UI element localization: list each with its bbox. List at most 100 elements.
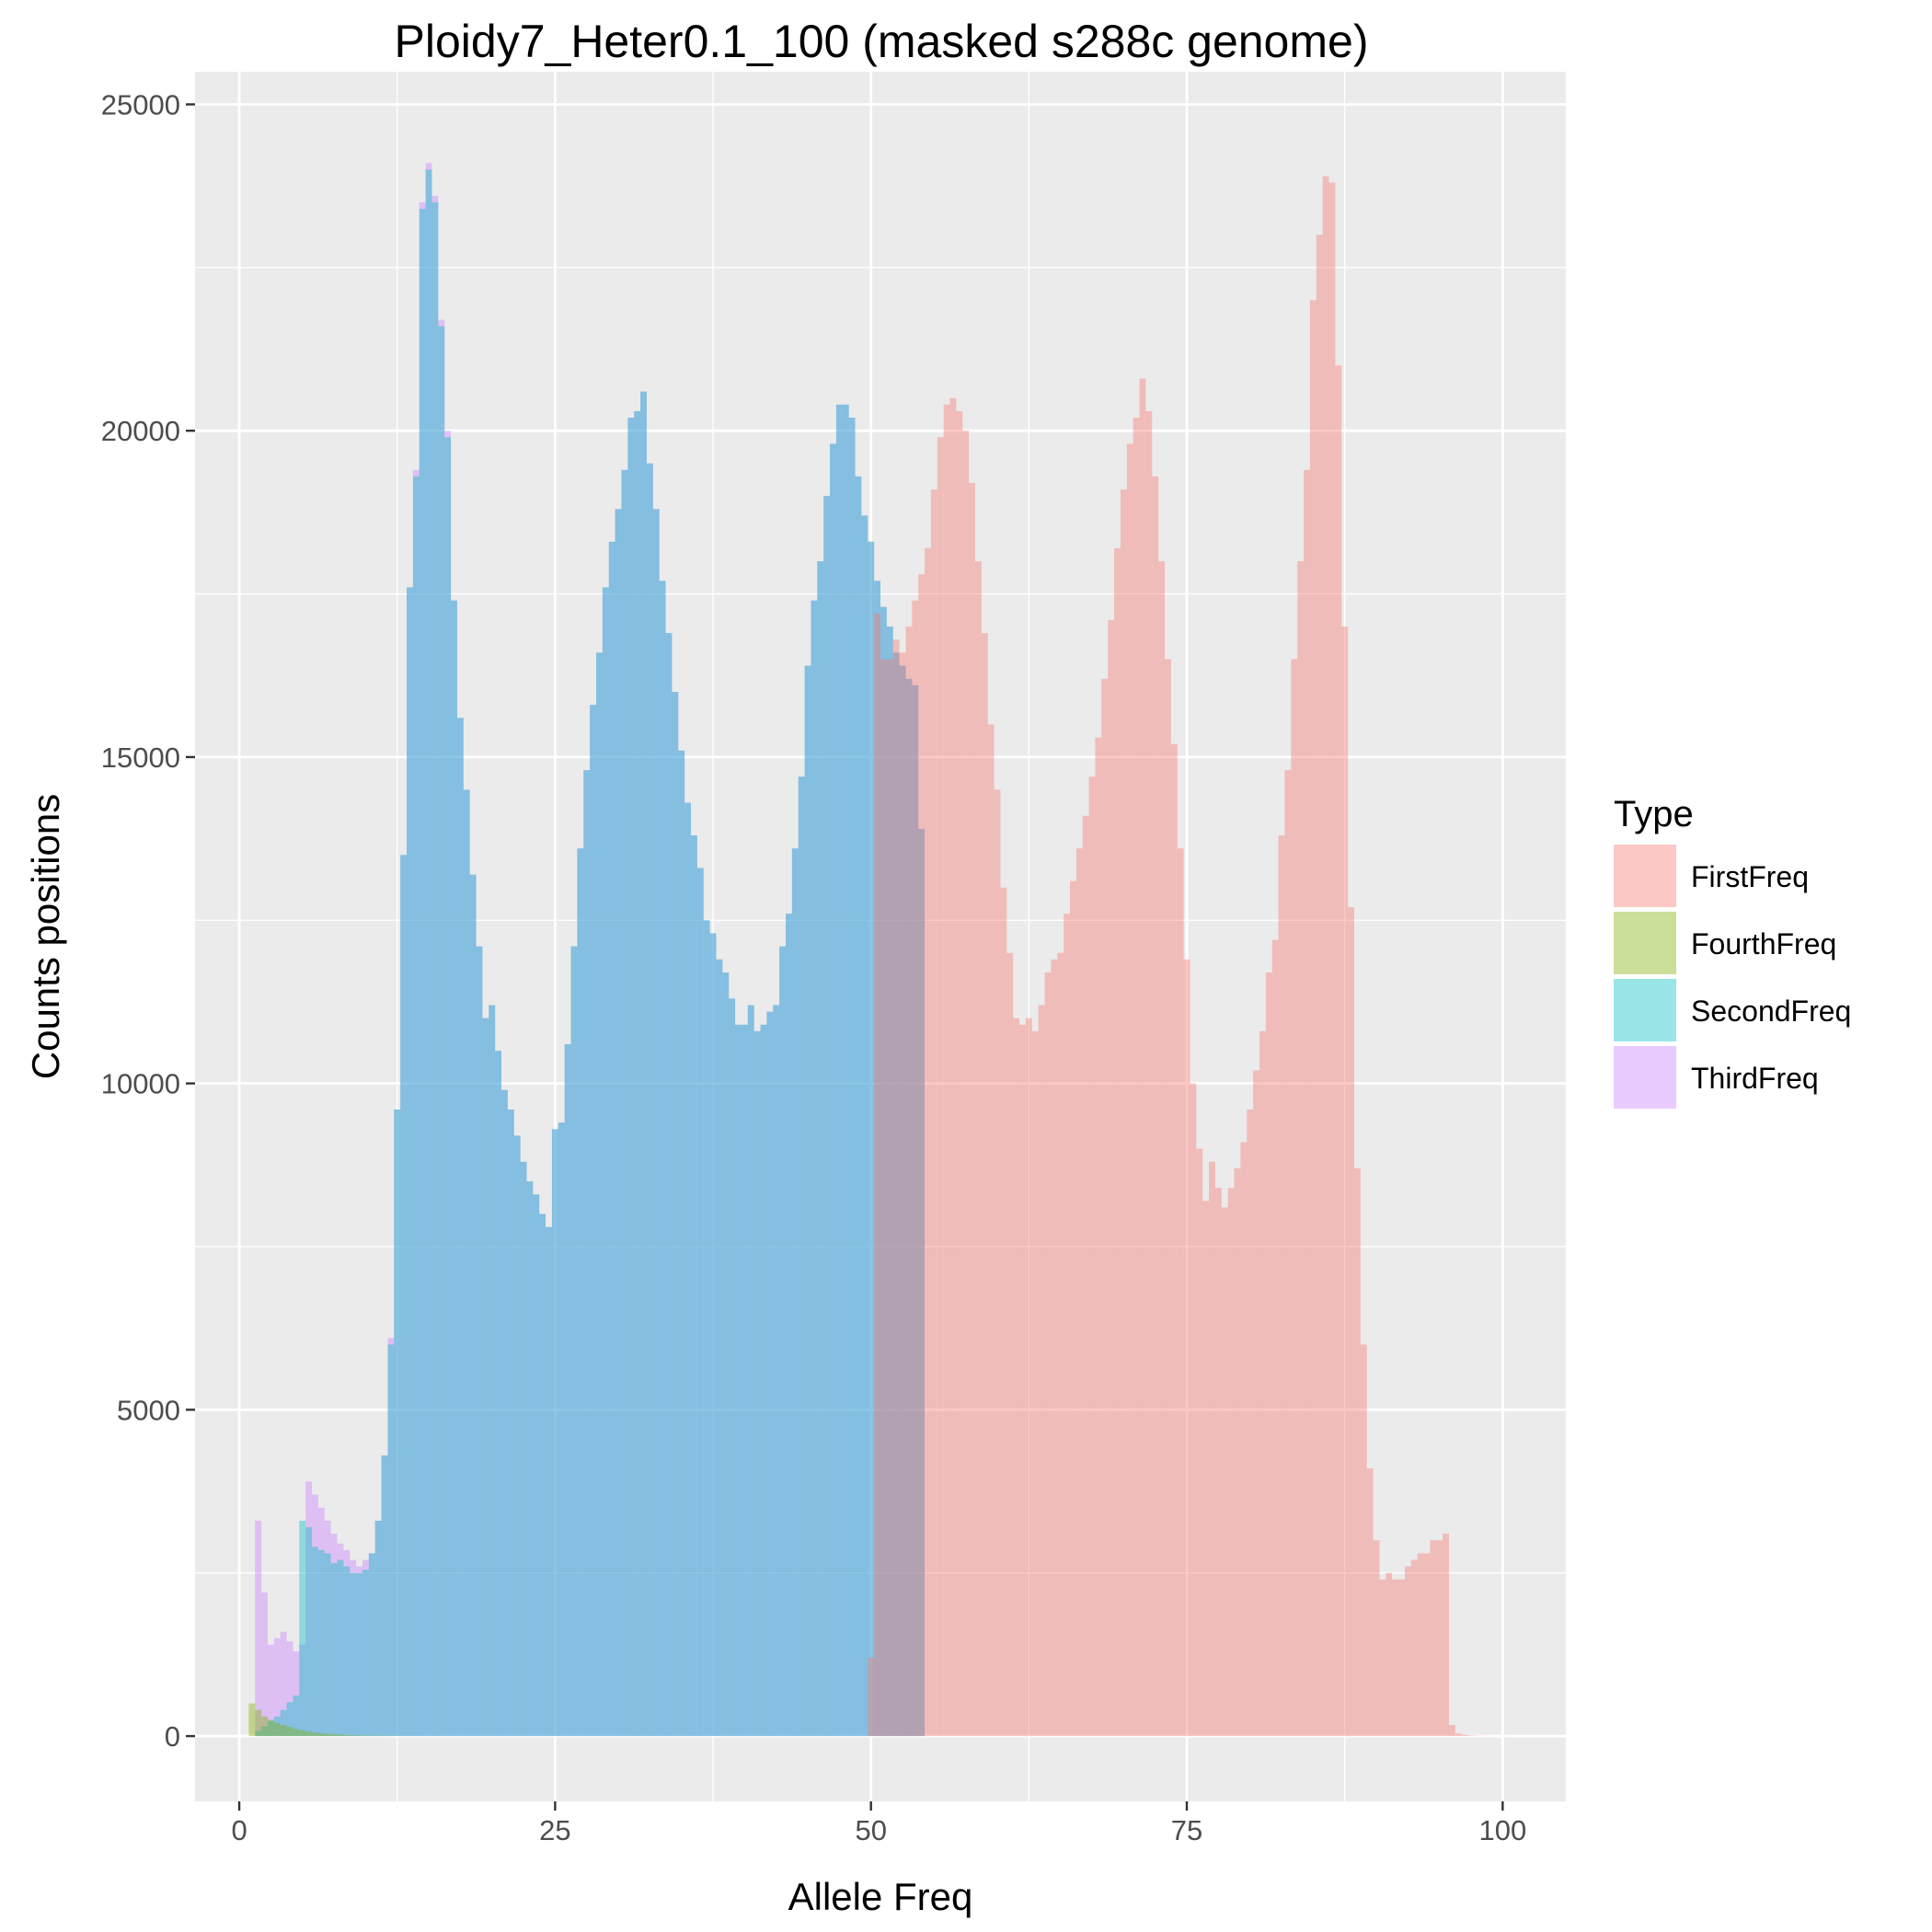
bar-firstfreq bbox=[1240, 1142, 1248, 1737]
bar-firstfreq bbox=[1443, 1534, 1449, 1737]
bar-thirdfreq bbox=[709, 933, 717, 1737]
bar-thirdfreq bbox=[419, 201, 426, 1737]
bar-secondfreq bbox=[267, 1720, 274, 1737]
bar-firstfreq bbox=[1214, 1188, 1222, 1737]
bar-thirdfreq bbox=[621, 469, 628, 1737]
bar-firstfreq bbox=[1234, 1167, 1241, 1737]
bar-firstfreq bbox=[974, 561, 982, 1737]
bar-firstfreq bbox=[1386, 1572, 1393, 1737]
bar-firstfreq bbox=[1075, 848, 1083, 1737]
bar-firstfreq bbox=[912, 600, 919, 1737]
bar-firstfreq bbox=[918, 574, 926, 1737]
bar-secondfreq bbox=[640, 391, 647, 1737]
bar-secondfreq bbox=[880, 606, 887, 1737]
bar-secondfreq bbox=[691, 835, 697, 1737]
bar-firstfreq bbox=[880, 659, 887, 1737]
bar-thirdfreq bbox=[918, 828, 926, 1737]
bar-secondfreq bbox=[918, 828, 926, 1737]
bar-fourthfreq bbox=[356, 1735, 362, 1737]
bar-thirdfreq bbox=[634, 410, 641, 1737]
bar-thirdfreq bbox=[735, 1024, 742, 1737]
bar-thirdfreq bbox=[526, 1181, 534, 1737]
bar-thirdfreq bbox=[912, 684, 919, 1737]
x-tick-label: 0 bbox=[231, 1814, 247, 1846]
bar-thirdfreq bbox=[703, 920, 710, 1737]
bar-thirdfreq bbox=[482, 1018, 489, 1737]
bar-fourthfreq bbox=[261, 1716, 268, 1737]
bar-secondfreq bbox=[760, 1024, 767, 1737]
bar-thirdfreq bbox=[716, 959, 723, 1737]
bar-thirdfreq bbox=[646, 463, 653, 1737]
series-fourthfreq bbox=[248, 1703, 420, 1737]
bar-thirdfreq bbox=[684, 802, 692, 1737]
bar-fourthfreq bbox=[312, 1732, 318, 1737]
bar-secondfreq bbox=[703, 920, 710, 1737]
bar-secondfreq bbox=[735, 1024, 742, 1737]
bar-thirdfreq bbox=[368, 1553, 375, 1737]
bar-secondfreq bbox=[634, 410, 641, 1737]
bar-firstfreq bbox=[969, 482, 975, 1737]
bar-thirdfreq bbox=[312, 1494, 318, 1737]
bar-thirdfreq bbox=[476, 946, 483, 1737]
bar-firstfreq bbox=[1145, 410, 1153, 1737]
bar-secondfreq bbox=[444, 437, 452, 1737]
bar-thirdfreq bbox=[330, 1534, 338, 1737]
bar-firstfreq bbox=[1006, 952, 1014, 1737]
bar-secondfreq bbox=[476, 946, 483, 1737]
bar-thirdfreq bbox=[425, 163, 432, 1737]
bar-secondfreq bbox=[741, 1024, 748, 1737]
bar-secondfreq bbox=[570, 946, 578, 1737]
bar-secondfreq bbox=[431, 201, 439, 1737]
bar-thirdfreq bbox=[438, 319, 445, 1737]
bar-fourthfreq bbox=[362, 1735, 369, 1737]
bar-thirdfreq bbox=[747, 1005, 754, 1737]
bar-secondfreq bbox=[513, 1135, 521, 1737]
bar-firstfreq bbox=[1133, 418, 1140, 1737]
bar-secondfreq bbox=[286, 1702, 293, 1737]
chart-title: Ploidy7_Heter0.1_100 (masked s288c genom… bbox=[395, 16, 1369, 67]
bar-thirdfreq bbox=[507, 1110, 514, 1737]
bar-firstfreq bbox=[1436, 1540, 1443, 1737]
bar-secondfreq bbox=[709, 933, 717, 1737]
bar-secondfreq bbox=[495, 1051, 502, 1737]
bar-thirdfreq bbox=[590, 705, 597, 1737]
bar-firstfreq bbox=[1139, 378, 1146, 1737]
bar-firstfreq bbox=[1410, 1559, 1418, 1737]
legend-label-thirdfreq: ThirdFreq bbox=[1691, 1062, 1819, 1095]
bar-thirdfreq bbox=[273, 1638, 281, 1737]
bar-fourthfreq bbox=[299, 1730, 306, 1737]
bar-secondfreq bbox=[350, 1572, 357, 1737]
bar-secondfreq bbox=[608, 541, 615, 1737]
bar-secondfreq bbox=[489, 1005, 496, 1737]
bar-thirdfreq bbox=[495, 1051, 502, 1737]
bar-secondfreq bbox=[400, 855, 408, 1737]
bar-thirdfreq bbox=[804, 665, 811, 1737]
bar-thirdfreq bbox=[659, 581, 666, 1737]
bar-firstfreq bbox=[930, 489, 937, 1737]
bar-thirdfreq bbox=[539, 1213, 546, 1737]
bar-secondfreq bbox=[830, 443, 836, 1737]
bar-firstfreq bbox=[1051, 959, 1058, 1737]
bar-secondfreq bbox=[848, 418, 856, 1737]
bar-fourthfreq bbox=[305, 1731, 313, 1737]
bar-secondfreq bbox=[753, 1030, 761, 1737]
bar-thirdfreq bbox=[861, 515, 868, 1737]
bar-thirdfreq bbox=[501, 1089, 508, 1737]
legend-key-thirdfreq bbox=[1614, 1046, 1676, 1109]
bar-secondfreq bbox=[716, 959, 723, 1737]
bar-secondfreq bbox=[482, 1018, 489, 1737]
bar-secondfreq bbox=[786, 914, 792, 1737]
bar-thirdfreq bbox=[444, 431, 452, 1737]
bar-firstfreq bbox=[1164, 659, 1171, 1737]
bar-thirdfreq bbox=[400, 855, 408, 1737]
bar-secondfreq bbox=[419, 208, 426, 1737]
bar-thirdfreq bbox=[672, 691, 679, 1737]
bar-thirdfreq bbox=[665, 633, 673, 1737]
bar-thirdfreq bbox=[451, 600, 457, 1737]
bar-secondfreq bbox=[729, 998, 736, 1737]
bar-firstfreq bbox=[949, 397, 957, 1737]
bar-thirdfreq bbox=[546, 1226, 552, 1737]
bar-thirdfreq bbox=[261, 1592, 268, 1737]
bar-secondfreq bbox=[804, 665, 811, 1737]
bar-firstfreq bbox=[937, 437, 944, 1737]
